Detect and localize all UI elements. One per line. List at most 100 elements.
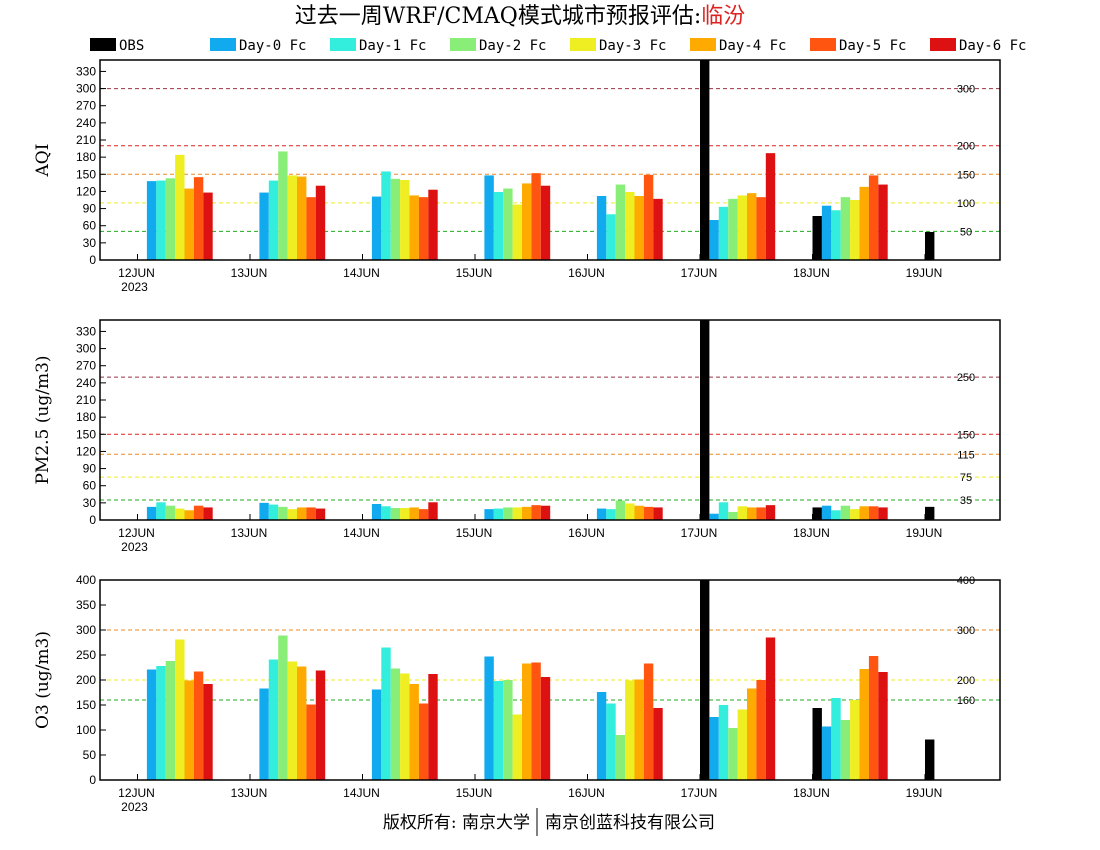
bar-o3-12JUN-2 bbox=[156, 666, 166, 780]
bar-o3-12JUN-1 bbox=[146, 669, 157, 780]
xtick-label-o3-4: 16JUN bbox=[568, 786, 605, 800]
bar-o3-13JUN-6 bbox=[306, 704, 316, 780]
ref-label-o3-2: 300 bbox=[957, 625, 975, 637]
bar-pm25-17JUN-5 bbox=[747, 507, 757, 520]
ytick-label-aqi-9: 270 bbox=[76, 99, 96, 113]
ytick-label-aqi-8: 240 bbox=[76, 116, 96, 130]
xtick-label-pm25-1: 13JUN bbox=[231, 526, 268, 540]
bar-pm25-19JUN-0 bbox=[925, 506, 935, 520]
chart-panels: 5010015020030003060901201501802102402703… bbox=[33, 59, 1001, 814]
bar-pm25-17JUN-4 bbox=[737, 506, 747, 520]
xtick-label-aqi-4: 16JUN bbox=[568, 266, 605, 280]
ref-label-pm25-4: 250 bbox=[957, 372, 975, 384]
bar-o3-15JUN-5 bbox=[522, 663, 532, 780]
bar-pm25-12JUN-1 bbox=[146, 506, 157, 520]
bar-aqi-17JUN-2 bbox=[718, 206, 729, 260]
bar-o3-15JUN-6 bbox=[531, 662, 541, 780]
bar-pm25-18JUN-6 bbox=[868, 506, 879, 520]
bar-pm25-12JUN-5 bbox=[184, 510, 194, 520]
bar-o3-15JUN-3 bbox=[503, 680, 513, 780]
ytick-label-aqi-10: 300 bbox=[76, 82, 96, 96]
bar-o3-16JUN-4 bbox=[625, 680, 635, 780]
ref-label-pm25-1: 75 bbox=[960, 472, 972, 484]
bar-o3-18JUN-7 bbox=[878, 672, 888, 780]
ytick-label-pm25-5: 150 bbox=[76, 427, 96, 441]
bar-aqi-13JUN-7 bbox=[315, 185, 326, 260]
bar-o3-18JUN-3 bbox=[840, 720, 851, 780]
bar-pm25-18JUN-5 bbox=[859, 506, 869, 520]
panel-frame-aqi bbox=[99, 59, 1001, 261]
bar-o3-14JUN-6 bbox=[418, 703, 429, 780]
bar-pm25-14JUN-7 bbox=[428, 502, 438, 520]
ytick-label-o3-6: 300 bbox=[76, 623, 96, 637]
bar-aqi-16JUN-5 bbox=[634, 196, 644, 260]
bar-aqi-14JUN-5 bbox=[409, 195, 419, 260]
bar-o3-17JUN-6 bbox=[756, 680, 766, 780]
bar-o3-13JUN-3 bbox=[278, 635, 288, 780]
bar-o3-15JUN-4 bbox=[512, 714, 522, 780]
bar-aqi-13JUN-3 bbox=[278, 151, 288, 260]
bar-o3-17JUN-2 bbox=[718, 705, 729, 780]
legend-swatch-3 bbox=[450, 38, 476, 51]
ylabel-aqi: AQI bbox=[33, 144, 53, 178]
bar-pm25-16JUN-1 bbox=[596, 508, 607, 520]
bar-o3-12JUN-5 bbox=[184, 680, 194, 780]
chart-title-prefix: 过去一周WRF/CMAQ模式城市预报评估: bbox=[295, 4, 702, 29]
panel-aqi: 50 100 150 200 300 0 30 60 90 120 150 180 210 240 270 3… bbox=[33, 59, 1001, 294]
bar-o3-18JUN-0 bbox=[812, 708, 822, 780]
bar-o3-14JUN-4 bbox=[400, 673, 410, 780]
ytick-label-aqi-4: 120 bbox=[76, 184, 96, 198]
year-label-o3: 2023 bbox=[121, 800, 148, 814]
xtick-label-o3-3: 15JUN bbox=[456, 786, 493, 800]
ytick-label-aqi-3: 90 bbox=[83, 202, 97, 216]
bar-aqi-12JUN-7 bbox=[203, 192, 213, 260]
xtick-label-pm25-3: 15JUN bbox=[456, 526, 493, 540]
ref-label-o3-3: 400 bbox=[957, 575, 975, 587]
legend-label-7: Day-6 Fc bbox=[959, 38, 1026, 54]
bar-pm25-15JUN-7 bbox=[540, 505, 551, 520]
bar-o3-16JUN-7 bbox=[653, 708, 663, 780]
bar-aqi-13JUN-5 bbox=[297, 176, 307, 260]
legend-swatch-7 bbox=[930, 38, 956, 51]
bar-o3-13JUN-4 bbox=[287, 661, 297, 780]
ytick-label-o3-4: 200 bbox=[76, 673, 96, 687]
xtick-label-pm25-2: 14JUN bbox=[343, 526, 380, 540]
bar-aqi-14JUN-1 bbox=[371, 196, 382, 260]
bar-o3-15JUN-1 bbox=[484, 656, 494, 780]
chart-title-city: 临汾 bbox=[701, 4, 745, 29]
bar-pm25-12JUN-3 bbox=[165, 505, 176, 520]
bar-o3-17JUN-5 bbox=[747, 688, 757, 780]
bar-pm25-15JUN-1 bbox=[484, 509, 494, 520]
bar-o3-14JUN-2 bbox=[381, 647, 391, 780]
bar-aqi-18JUN-6 bbox=[868, 175, 879, 260]
xtick-label-pm25-5: 17JUN bbox=[681, 526, 718, 540]
xtick-label-aqi-5: 17JUN bbox=[681, 266, 718, 280]
ytick-label-pm25-0: 0 bbox=[89, 513, 96, 527]
bar-o3-17JUN-0 bbox=[700, 580, 710, 780]
panel-frame-pm25 bbox=[99, 319, 1001, 521]
bar-o3-19JUN-0 bbox=[925, 739, 935, 780]
ref-label-aqi-3: 200 bbox=[957, 141, 975, 153]
xtick-label-pm25-7: 19JUN bbox=[906, 526, 943, 540]
xtick-label-aqi-1: 13JUN bbox=[231, 266, 268, 280]
xtick-label-o3-5: 17JUN bbox=[681, 786, 718, 800]
xtick-label-pm25-4: 16JUN bbox=[568, 526, 605, 540]
bar-o3-18JUN-5 bbox=[859, 669, 869, 780]
bar-o3-15JUN-7 bbox=[540, 677, 551, 780]
ylabel-pm25: PM2.5 (ug/m3) bbox=[33, 355, 53, 484]
bar-pm25-13JUN-1 bbox=[259, 502, 269, 520]
ytick-label-aqi-6: 180 bbox=[76, 150, 96, 164]
xtick-label-aqi-2: 14JUN bbox=[343, 266, 380, 280]
bar-o3-14JUN-7 bbox=[428, 674, 438, 780]
bar-pm25-15JUN-2 bbox=[493, 508, 504, 520]
ytick-label-aqi-1: 30 bbox=[83, 236, 97, 250]
bar-aqi-16JUN-2 bbox=[606, 214, 616, 260]
legend-label-5: Day-4 Fc bbox=[719, 38, 786, 54]
ylabel-o3: O3 (ug/m3) bbox=[33, 631, 53, 729]
bar-pm25-13JUN-3 bbox=[278, 506, 288, 520]
bar-o3-14JUN-3 bbox=[390, 668, 401, 780]
bar-aqi-17JUN-6 bbox=[756, 197, 766, 260]
legend-label-3: Day-2 Fc bbox=[479, 38, 546, 54]
chart-title: 过去一周WRF/CMAQ模式城市预报评估:临汾 bbox=[295, 4, 746, 29]
bar-o3-16JUN-6 bbox=[643, 663, 654, 780]
